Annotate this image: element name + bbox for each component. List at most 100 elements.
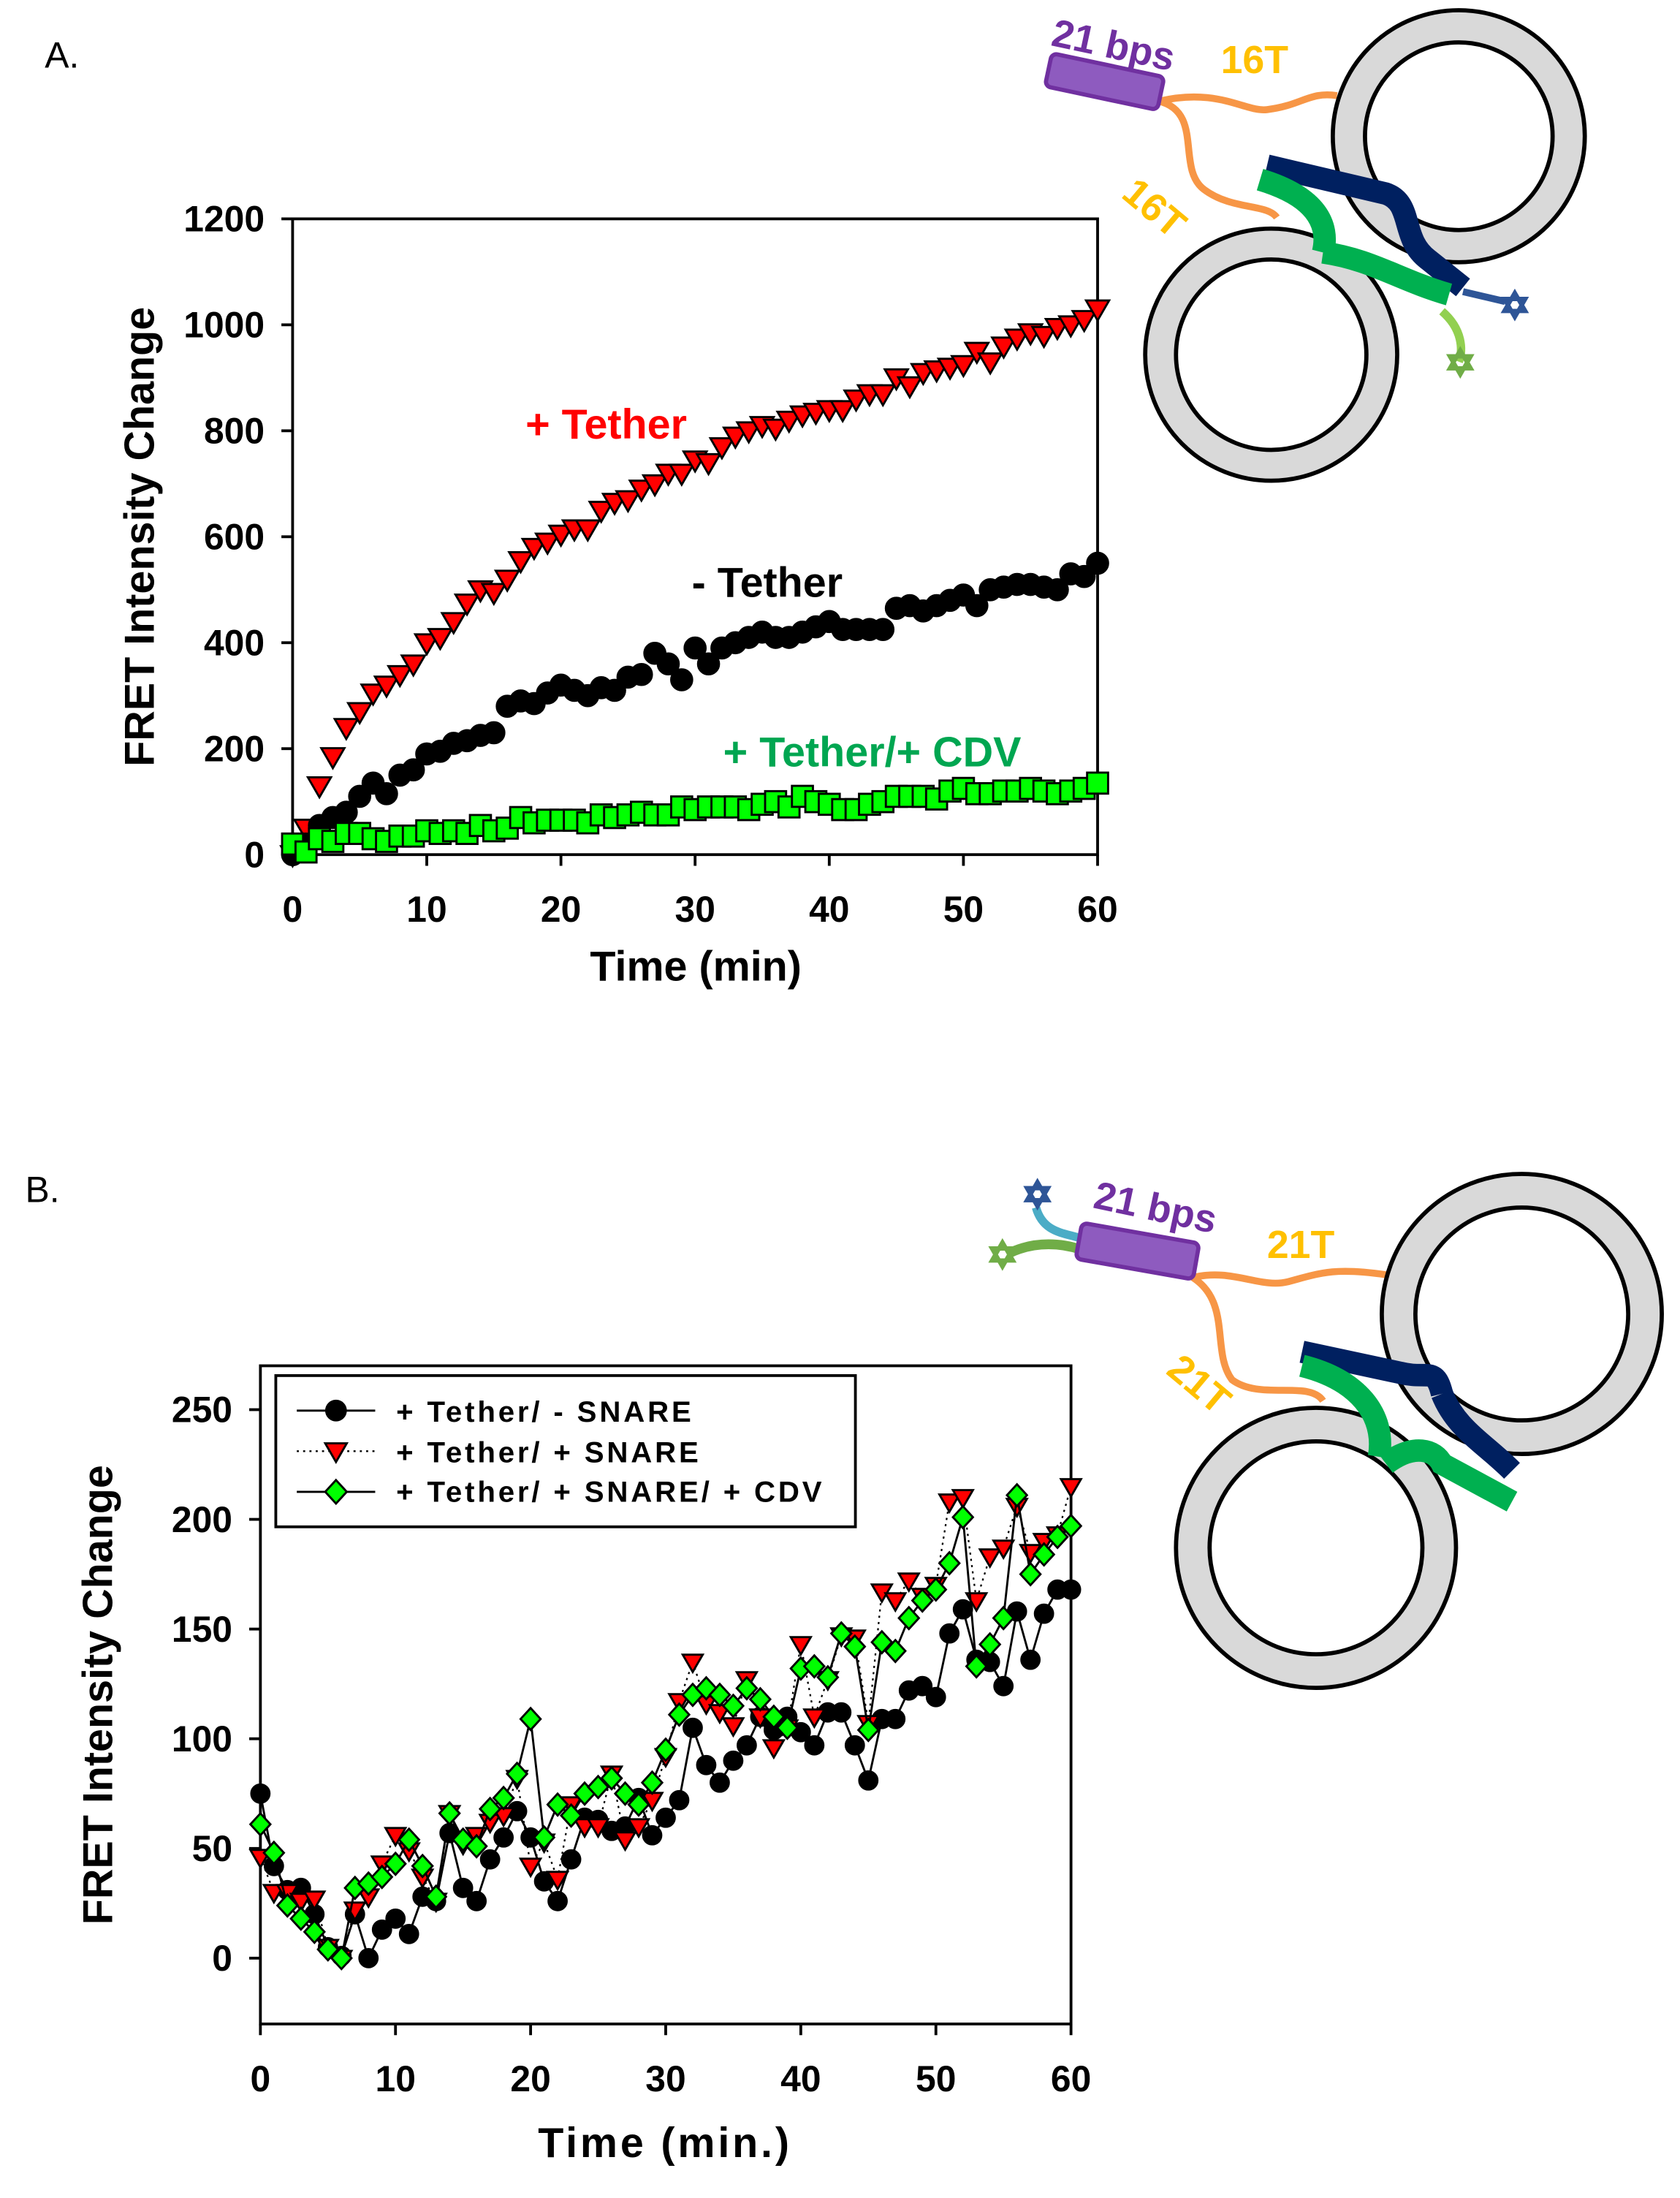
- data-point: [775, 410, 803, 434]
- series-2: [248, 1482, 1083, 1971]
- data-point: [586, 1774, 610, 1800]
- panel-label-b: B.: [25, 1169, 59, 1210]
- data-point: [438, 1800, 461, 1826]
- legend-label-snare-cdv: + Tether/ + SNARE/ + CDV: [396, 1475, 824, 1508]
- data-point: [386, 664, 414, 689]
- series-line: [259, 1588, 1071, 1961]
- data-point: [546, 1792, 569, 1817]
- legend: + Tether/ - SNARE + Tether/ + SNARE + Te…: [274, 1373, 857, 1528]
- data-point: [427, 628, 454, 651]
- data-point: [1003, 328, 1031, 352]
- data-point: [440, 612, 468, 635]
- linker-top-b: [1192, 1267, 1387, 1287]
- data-point: [400, 654, 427, 678]
- data-point: [1020, 1649, 1041, 1670]
- data-point: [896, 376, 924, 400]
- data-point: [613, 1831, 637, 1852]
- data-point: [262, 1840, 286, 1865]
- tail-blue-b: [1032, 1206, 1082, 1243]
- data-point: [305, 776, 333, 800]
- data-point: [735, 1675, 759, 1701]
- data-point: [479, 1849, 501, 1870]
- data-point: [804, 1735, 825, 1756]
- x-tick-label: 20: [510, 2058, 550, 2099]
- data-point: [480, 583, 508, 607]
- data-point: [870, 1629, 894, 1655]
- series-1: [248, 1478, 1083, 1971]
- data-point: [398, 1827, 421, 1852]
- data-point: [883, 1638, 907, 1664]
- data-point: [547, 1890, 568, 1911]
- y-tick-label: 100: [172, 1718, 232, 1759]
- data-point: [626, 1818, 651, 1839]
- data-point: [613, 1781, 637, 1806]
- data-point: [507, 550, 534, 575]
- y-tick-label: 250: [172, 1390, 232, 1430]
- data-point: [398, 1923, 419, 1944]
- y-tick-label: 50: [192, 1828, 232, 1869]
- y-axis-label-a: FRET Intensity Change: [117, 307, 164, 767]
- data-point: [721, 426, 749, 450]
- data-point: [250, 1783, 271, 1804]
- data-point: [858, 1770, 879, 1791]
- data-point: [951, 1489, 975, 1510]
- data-point: [885, 1708, 906, 1729]
- data-point: [696, 652, 721, 676]
- star-blue-icon: ✡: [1022, 1175, 1053, 1216]
- data-point: [493, 569, 521, 593]
- data-point: [1033, 1603, 1054, 1624]
- dna-duplex-b: [1074, 1221, 1201, 1281]
- data-point: [721, 1693, 745, 1718]
- data-point: [1086, 551, 1109, 575]
- data-point: [1086, 771, 1109, 795]
- data-point: [924, 1577, 948, 1602]
- data-point: [683, 636, 707, 660]
- data-point: [883, 1592, 908, 1613]
- data-point: [735, 421, 762, 445]
- data-point: [669, 1789, 690, 1811]
- y-tick-label: 0: [212, 1938, 232, 1979]
- data-point: [588, 501, 615, 524]
- data-point: [897, 1572, 921, 1593]
- data-point: [385, 1908, 406, 1929]
- snare-navy-a: [1264, 154, 1470, 297]
- data-point: [629, 662, 653, 686]
- data-point: [938, 1493, 962, 1515]
- series-label-plus-tether: + Tether: [525, 401, 687, 448]
- data-point: [373, 675, 400, 699]
- data-point: [545, 1871, 570, 1892]
- data-point: [413, 633, 441, 656]
- data-point: [871, 618, 895, 641]
- x-tick-label: 40: [780, 2058, 821, 2099]
- data-point: [762, 418, 789, 442]
- data-point: [1060, 1579, 1082, 1600]
- data-point: [938, 1550, 961, 1576]
- data-point: [723, 1750, 744, 1771]
- data-point: [683, 1717, 703, 1738]
- data-point: [332, 718, 360, 741]
- data-point: [518, 1857, 543, 1879]
- data-point: [831, 1702, 852, 1723]
- series-label-minus-tether: - Tether: [692, 560, 843, 607]
- data-point: [951, 1504, 975, 1530]
- data-point: [1046, 1524, 1069, 1550]
- data-point: [289, 1906, 313, 1931]
- data-point: [559, 1803, 583, 1828]
- panel-label-a: A.: [45, 34, 79, 75]
- data-point: [802, 1708, 826, 1729]
- data-point: [762, 1704, 786, 1729]
- y-tick-label: 1200: [183, 199, 265, 240]
- y-tick-label: 200: [204, 728, 265, 769]
- legend-marker: [323, 1442, 349, 1464]
- data-point: [642, 1824, 663, 1846]
- linker-bottom-a: [1158, 97, 1280, 220]
- x-tick-label: 10: [406, 889, 446, 930]
- data-point: [1059, 1513, 1083, 1539]
- data-point: [925, 1686, 946, 1708]
- legend-label-plus-snare: + Tether/ + SNARE: [396, 1436, 702, 1469]
- y-axis-label-b: FRET Intensity Change: [75, 1465, 121, 1925]
- data-point: [1006, 1482, 1029, 1508]
- data-point: [1032, 1542, 1056, 1567]
- snare-green-b-top: [1299, 1354, 1391, 1459]
